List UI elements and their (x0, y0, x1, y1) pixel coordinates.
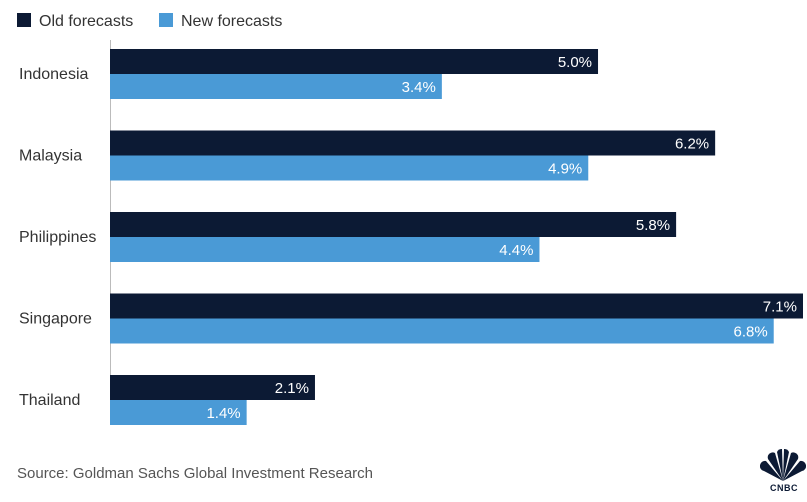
value-label-philippines-old: 5.8% (636, 217, 670, 234)
legend-swatch-2 (159, 13, 173, 27)
bar-malaysia-old (110, 130, 716, 156)
chart: Old forecasts New forecasts Indonesia 5.0% 3… (17, 13, 803, 425)
source-note: Source: Goldman Sachs Global Investment … (17, 465, 374, 482)
category-label-thailand: Thailand (19, 392, 80, 409)
value-label-thailand-new: 1.4% (206, 405, 240, 422)
bar-singapore-new (110, 318, 774, 344)
category-label-indonesia: Indonesia (19, 66, 88, 83)
legend-label-2: New forecasts (181, 13, 282, 30)
legend-swatch-1 (17, 13, 31, 27)
category-label-malaysia: Malaysia (19, 148, 82, 165)
bar-philippines-old (110, 212, 677, 237)
value-label-singapore-old: 7.1% (763, 299, 797, 316)
bar-philippines-new (110, 237, 540, 262)
bar-singapore-old (110, 293, 803, 319)
bar-thailand-new (110, 400, 247, 425)
value-label-singapore-new: 6.8% (734, 324, 768, 341)
bar-indonesia-old (110, 49, 599, 74)
value-label-philippines-new: 4.4% (499, 242, 533, 259)
category-label-singapore: Singapore (19, 311, 92, 328)
category-label-philippines: Philippines (19, 229, 96, 246)
value-label-malaysia-new: 4.9% (548, 161, 582, 178)
bar-thailand-old (110, 375, 315, 400)
value-label-thailand-old: 2.1% (275, 380, 309, 397)
cnbc-peacock-logo (760, 448, 806, 481)
legend-label-1: Old forecasts (39, 13, 133, 30)
bar-malaysia-new (110, 155, 589, 181)
value-label-indonesia-new: 3.4% (402, 79, 436, 96)
value-label-indonesia-old: 5.0% (558, 54, 592, 71)
logo-text: CNBC (770, 483, 798, 493)
value-label-malaysia-old: 6.2% (675, 136, 709, 153)
bar-indonesia-new (110, 74, 442, 99)
